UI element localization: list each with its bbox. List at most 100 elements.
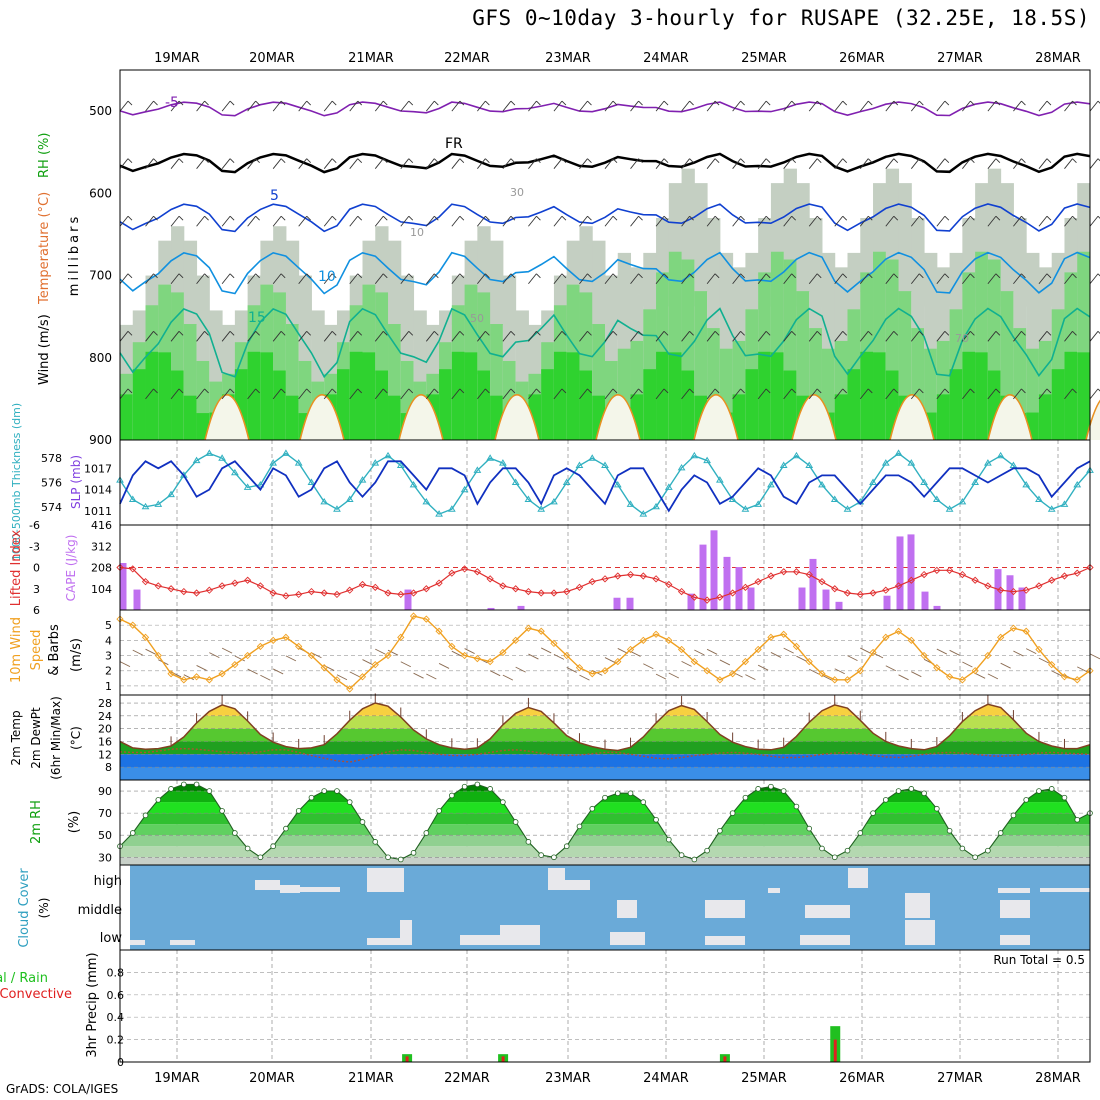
date-label-bottom: 24MAR bbox=[643, 1071, 689, 1086]
wind-barb-flag bbox=[816, 388, 822, 394]
wind-barb-flag bbox=[280, 388, 286, 394]
cape-bar bbox=[723, 556, 731, 610]
wind-speed-marker bbox=[984, 651, 992, 660]
wind-barb-flag bbox=[995, 100, 1001, 106]
wind-barb bbox=[579, 100, 588, 112]
wind-barb bbox=[757, 273, 767, 285]
wind-barb-flag bbox=[918, 273, 924, 279]
thickness-marker bbox=[409, 480, 418, 488]
wind-barb-flag bbox=[408, 331, 414, 336]
precip-tick: 0.8 bbox=[107, 966, 125, 979]
surface-wind-barb bbox=[426, 673, 437, 680]
rh-marker bbox=[985, 847, 991, 854]
rh-marker bbox=[1048, 786, 1055, 792]
wind-barb bbox=[247, 273, 256, 285]
wind-barb-flag bbox=[459, 331, 465, 336]
wind-barb-flag bbox=[1097, 388, 1100, 392]
wind-speed-marker bbox=[767, 633, 775, 641]
wind-barb bbox=[349, 158, 359, 169]
li-marker bbox=[448, 569, 456, 577]
wind-barb bbox=[1089, 215, 1099, 227]
panel-label: Total / Rain bbox=[0, 971, 48, 986]
wind-barb-flag bbox=[842, 388, 848, 394]
wind-barb-flag bbox=[740, 273, 745, 279]
run-total: Run Total = 0.5 bbox=[993, 953, 1085, 967]
wind-barb bbox=[553, 331, 563, 342]
wind-barb bbox=[681, 331, 690, 342]
wind-speed-marker bbox=[1048, 661, 1056, 669]
rh-marker bbox=[666, 836, 672, 843]
wind-barb-flag bbox=[842, 158, 848, 163]
rh-band-90 bbox=[247, 351, 261, 440]
wind-speed-marker bbox=[690, 657, 698, 666]
wind-barb bbox=[910, 388, 920, 400]
wind-barb-flag bbox=[510, 273, 516, 279]
li-marker bbox=[1048, 576, 1056, 584]
wind-barb bbox=[859, 100, 869, 112]
wind-barb-flag bbox=[970, 215, 975, 221]
wind-barb bbox=[323, 331, 333, 342]
wind-barb bbox=[910, 158, 920, 169]
li-marker bbox=[282, 592, 290, 600]
wind-barb bbox=[579, 215, 588, 227]
panel-label: 3hr Precip (mm) bbox=[85, 952, 100, 1057]
cloud-block bbox=[300, 887, 340, 892]
thickness-marker bbox=[1035, 495, 1043, 502]
rh-band-90 bbox=[783, 370, 797, 440]
li-marker bbox=[703, 596, 711, 604]
thickness-marker bbox=[754, 500, 763, 507]
thickness-marker bbox=[715, 476, 724, 483]
wind-barb bbox=[1089, 158, 1099, 169]
rh-marker bbox=[283, 825, 289, 832]
li-tick: 3 bbox=[33, 583, 40, 596]
rh-marker bbox=[921, 790, 927, 797]
cape-bar bbox=[747, 587, 755, 610]
rh-marker bbox=[142, 812, 149, 819]
wind-barb-flag bbox=[765, 215, 771, 221]
wind-barb bbox=[834, 215, 844, 227]
surface-wind-barb bbox=[834, 668, 845, 675]
li-marker bbox=[1035, 582, 1043, 590]
wind-barb-flag bbox=[867, 158, 873, 163]
thickness-marker bbox=[1060, 500, 1069, 507]
wind-barb bbox=[757, 158, 767, 169]
li-marker bbox=[129, 565, 137, 573]
wind-barb bbox=[451, 388, 461, 400]
surface-wind-barb bbox=[630, 651, 641, 657]
wind-barb-flag bbox=[612, 215, 618, 221]
cloud-block bbox=[705, 936, 745, 945]
temp-tick: 8 bbox=[105, 761, 112, 774]
date-label-top: 23MAR bbox=[545, 51, 591, 66]
wind-barb bbox=[1064, 388, 1073, 400]
thickness-marker bbox=[141, 502, 150, 510]
wind-barb bbox=[272, 100, 282, 112]
wind-barb-flag bbox=[229, 100, 235, 106]
wind-barb bbox=[783, 273, 793, 285]
wind-barb-flag bbox=[280, 273, 286, 279]
li-marker bbox=[920, 570, 928, 579]
precip-convective-bar bbox=[405, 1056, 409, 1062]
cloud-label-group-2: (%) bbox=[37, 898, 51, 919]
panel-label: Lifted Index bbox=[9, 529, 24, 606]
wind-barb bbox=[936, 331, 946, 342]
thickness-marker bbox=[741, 505, 750, 512]
wind-label-group: & Barbs bbox=[47, 624, 62, 676]
wind-barb-flag bbox=[178, 215, 184, 221]
surface-wind-barb bbox=[757, 664, 769, 671]
rh-band-90 bbox=[349, 351, 363, 440]
rh-marker bbox=[474, 781, 481, 788]
surface-wind-barb bbox=[247, 668, 258, 675]
wind-speed-marker bbox=[486, 657, 494, 666]
li-marker bbox=[741, 583, 750, 591]
li-marker bbox=[1073, 569, 1081, 577]
wind-barb bbox=[247, 215, 256, 227]
wind-barb-flag bbox=[638, 100, 643, 106]
date-label-top: 19MAR bbox=[154, 51, 200, 66]
cloud-block bbox=[617, 900, 637, 918]
wind-barb bbox=[808, 331, 818, 342]
surface-wind-barb bbox=[438, 663, 450, 669]
wind-speed-marker bbox=[677, 645, 686, 654]
wind-barb bbox=[1064, 158, 1073, 169]
rh-marker bbox=[232, 830, 238, 836]
